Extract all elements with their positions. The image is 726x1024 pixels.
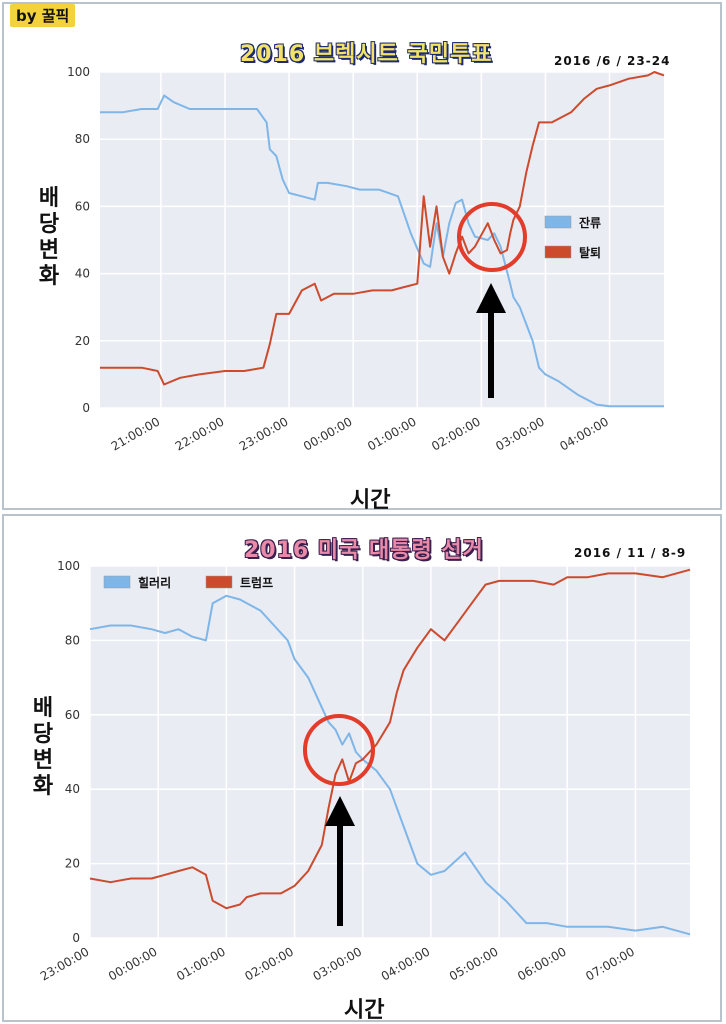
us-election-series-line-b (89, 568, 691, 910)
brexit-x-tick-label: 04:00:00 (557, 414, 611, 453)
brexit-y-tick-label: 0 (82, 401, 90, 415)
us-election-arrow-head (325, 796, 355, 826)
brexit-y-tick-label: 80 (75, 132, 90, 146)
brexit-plot-area (100, 72, 664, 408)
us-election-crossover-circle (303, 714, 375, 786)
brexit-arrow-head (476, 283, 506, 313)
us-election-x-tick-label: 06:00:00 (515, 944, 569, 983)
us-election-chart-title: 2016 미국 대통령 선거 (244, 538, 484, 563)
brexit-x-tick-label: 22:00:00 (173, 414, 227, 453)
us-election-legend-label: 힐러리 (138, 575, 171, 590)
us-election-x-tick-label: 07:00:00 (583, 944, 637, 983)
us-election-x-tick-label: 23:00:00 (38, 944, 92, 983)
us-election-y-tick-label: 100 (57, 559, 80, 573)
brexit-series-line-a (100, 94, 664, 408)
us-election-y-tick-label: 0 (72, 931, 80, 945)
us-election-x-tick-label: 04:00:00 (379, 944, 433, 983)
brexit-crossover-circle (457, 202, 527, 272)
brexit-x-tick-label: 23:00:00 (237, 414, 291, 453)
us-election-date-label: 2016 / 11 / 8-9 (574, 546, 687, 560)
us-election-x-tick-label: 01:00:00 (174, 944, 228, 983)
us-election-y-axis-label: 배당변화 (32, 696, 54, 799)
brexit-x-axis-label: 시간 (350, 488, 391, 513)
us-election-x-tick-label: 05:00:00 (447, 944, 501, 983)
us-election-plot-area (90, 566, 690, 938)
watermark-badge: by 꿀픽 (10, 4, 76, 27)
brexit-legend-swatch (544, 245, 572, 259)
brexit-legend-label: 탈퇴 (579, 245, 601, 260)
us-election-series-line-a (89, 594, 691, 936)
brexit-y-tick-label: 40 (75, 267, 90, 281)
brexit-legend-swatch (544, 215, 572, 229)
brexit-legend-label: 잔류 (579, 215, 601, 230)
us-election-x-tick-label: 00:00:00 (106, 944, 160, 983)
brexit-y-tick-label: 20 (75, 334, 90, 348)
brexit-date-label: 2016 /6 / 23-24 (554, 54, 671, 68)
us-election-legend-swatch (103, 575, 131, 589)
us-election-y-tick-label: 20 (65, 857, 80, 871)
brexit-x-tick-label: 03:00:00 (493, 414, 547, 453)
brexit-x-tick-label: 02:00:00 (429, 414, 483, 453)
us-election-x-tick-label: 03:00:00 (311, 944, 365, 983)
us-election-legend-swatch (205, 575, 233, 589)
us-election-y-tick-label: 60 (65, 708, 80, 722)
brexit-series-line-b (100, 71, 665, 386)
us-election-legend-label: 트럼프 (240, 576, 273, 590)
brexit-x-tick-label: 01:00:00 (365, 414, 419, 453)
brexit-y-tick-label: 60 (75, 199, 90, 213)
brexit-chart-title: 2016 브렉시트 국민투표 (240, 42, 493, 67)
brexit-x-tick-label: 21:00:00 (109, 414, 163, 453)
us-election-y-tick-label: 40 (65, 782, 80, 796)
us-election-x-axis-label: 시간 (344, 998, 385, 1023)
brexit-y-axis-label: 배당변화 (38, 186, 60, 289)
us-election-x-tick-label: 02:00:00 (242, 944, 296, 983)
brexit-x-tick-label: 00:00:00 (301, 414, 355, 453)
brexit-y-tick-label: 100 (67, 65, 90, 79)
us-election-y-tick-label: 80 (65, 633, 80, 647)
